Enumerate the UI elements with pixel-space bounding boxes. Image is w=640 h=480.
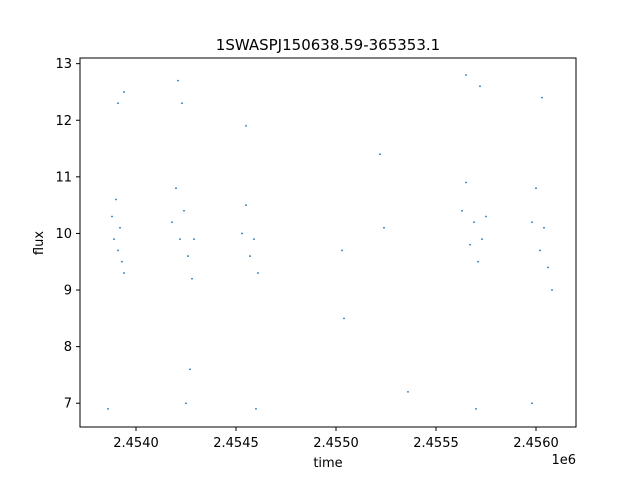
data-point xyxy=(121,260,123,263)
data-point xyxy=(119,226,121,229)
data-point xyxy=(469,243,471,246)
data-point xyxy=(115,198,117,201)
data-point xyxy=(241,232,243,235)
data-point xyxy=(343,317,345,320)
data-point xyxy=(379,153,381,156)
data-point xyxy=(481,238,483,241)
data-point xyxy=(407,391,409,393)
x-axis-ticks: 2.4540 2.4545 2.4550 2.4555 2.4560 xyxy=(113,427,559,451)
data-point xyxy=(541,96,543,99)
data-point xyxy=(383,226,385,229)
y-tick-label: 7 xyxy=(64,397,72,412)
data-point xyxy=(465,181,467,184)
data-point xyxy=(465,74,467,76)
data-point xyxy=(477,260,479,263)
y-tick-label: 13 xyxy=(55,57,72,72)
data-point xyxy=(551,289,553,291)
data-point xyxy=(191,277,193,280)
data-point xyxy=(171,221,173,224)
data-point xyxy=(547,266,549,269)
data-point xyxy=(181,102,183,105)
data-point xyxy=(185,402,187,405)
y-axis-label: flux xyxy=(32,231,47,255)
data-point xyxy=(253,238,255,241)
data-point xyxy=(475,407,477,410)
data-point xyxy=(539,249,541,252)
y-tick-label: 11 xyxy=(55,170,72,185)
data-point xyxy=(123,272,125,274)
data-point xyxy=(193,238,195,241)
y-tick-label: 10 xyxy=(55,227,72,242)
data-point xyxy=(543,226,545,229)
data-point xyxy=(479,85,481,88)
data-point xyxy=(113,238,115,241)
data-point xyxy=(189,368,191,371)
y-tick-label: 9 xyxy=(64,284,72,299)
data-point xyxy=(535,187,537,190)
data-point xyxy=(187,255,189,257)
y-tick-label: 12 xyxy=(55,114,72,129)
data-point xyxy=(111,215,113,218)
x-tick-label: 2.4550 xyxy=(313,436,359,451)
data-point xyxy=(257,272,259,274)
data-point xyxy=(249,255,251,257)
data-point xyxy=(245,125,247,127)
data-point xyxy=(117,249,119,252)
x-tick-label: 2.4555 xyxy=(413,436,459,451)
data-point xyxy=(179,238,181,241)
x-tick-label: 2.4540 xyxy=(113,436,159,451)
data-point xyxy=(473,221,475,224)
x-axis-label: time xyxy=(313,456,342,471)
plot-frame xyxy=(79,57,577,428)
x-tick-label: 2.4560 xyxy=(513,436,559,451)
data-point xyxy=(177,79,179,82)
data-point xyxy=(255,407,257,410)
chart-title: 1SWASPJ150638.59-365353.1 xyxy=(216,36,440,54)
data-point xyxy=(341,249,343,252)
data-point xyxy=(531,402,533,405)
data-point xyxy=(531,221,533,224)
data-point xyxy=(175,187,177,190)
x-tick-label: 2.4545 xyxy=(213,436,259,451)
scatter-points xyxy=(107,74,553,410)
data-point xyxy=(117,102,119,105)
data-point xyxy=(123,91,125,93)
data-point xyxy=(183,209,185,212)
x-axis-offset-label: 1e6 xyxy=(551,453,576,468)
data-point xyxy=(461,209,463,212)
y-axis-ticks: 7 8 9 10 11 12 13 xyxy=(55,57,80,412)
data-point xyxy=(245,204,247,207)
data-point xyxy=(485,215,487,218)
data-point xyxy=(107,407,109,410)
y-tick-label: 8 xyxy=(64,340,72,355)
